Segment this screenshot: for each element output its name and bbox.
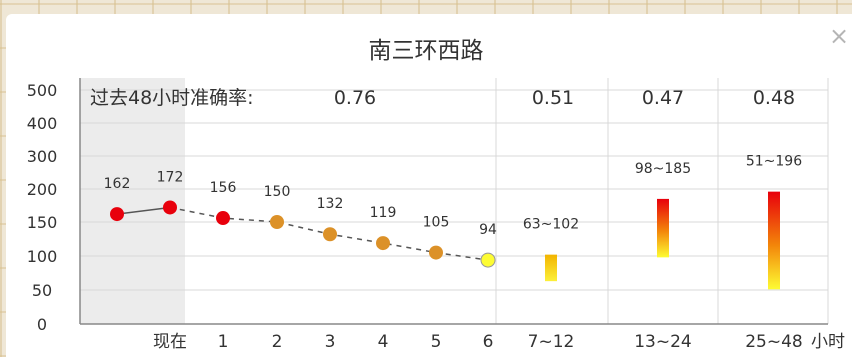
data-point [163,200,177,215]
data-point-label: 172 [157,169,184,185]
y-tick-label: 200 [27,180,58,199]
accuracy-label: 过去48小时准确率: [90,87,254,109]
x-tick-label: 2 [272,332,283,352]
range-bar [768,191,780,290]
y-tick-label: 300 [27,147,58,166]
x-tick-label: 4 [378,332,389,352]
accuracy-value: 0.48 [753,87,795,109]
history-line [116,206,171,215]
data-point [376,236,390,251]
popup-title: 南三环西路 [368,38,484,64]
data-point [110,207,124,222]
x-axis-unit: 小时 [811,332,845,352]
data-point [216,211,230,226]
x-tick-label: 7~12 [528,332,575,352]
data-point [270,215,284,229]
x-tick-label: 现在 [153,332,187,352]
range-bar [545,254,557,282]
y-tick-label: 500 [27,81,58,100]
y-tick-label: 400 [27,114,58,133]
y-tick-label: 50 [32,281,52,300]
y-tick-label: 150 [27,213,58,232]
accuracy-value: 0.51 [532,87,574,109]
y-tick-label: 0 [37,315,47,334]
accuracy-value: 0.47 [642,87,684,109]
data-point-label: 150 [264,184,291,200]
range-bar [657,198,669,258]
data-point [480,252,496,268]
close-icon[interactable]: × [828,22,850,50]
x-tick-label: 3 [325,332,336,352]
x-tick-label: 5 [431,332,442,352]
x-tick-label: 25~48 [745,332,803,352]
x-tick-label: 1 [218,332,229,352]
data-point-label: 156 [210,180,237,196]
range-label: 98~185 [635,161,691,177]
accuracy-value: 0.76 [334,87,376,109]
data-point-label: 132 [317,196,344,212]
data-point-label: 119 [370,205,397,221]
range-label: 63~102 [523,217,579,233]
range-label: 51~196 [746,154,802,170]
data-point-label: 162 [104,176,131,192]
x-tick-label: 6 [483,332,494,352]
x-tick-label: 13~24 [634,332,692,352]
data-point [323,227,337,242]
data-point-label: 94 [479,222,497,238]
data-point-label: 105 [423,215,450,231]
data-point [429,245,443,260]
y-tick-label: 100 [27,247,58,266]
